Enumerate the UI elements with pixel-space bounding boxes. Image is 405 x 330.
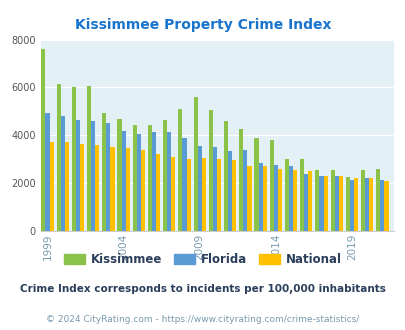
Bar (64, 143, 69, 231)
Bar (349, 180, 353, 231)
Bar (193, 97, 197, 231)
Bar (307, 171, 312, 231)
Bar (163, 120, 167, 231)
Bar (269, 140, 273, 231)
Bar (212, 147, 216, 231)
Bar (284, 159, 288, 231)
Bar (319, 176, 323, 231)
Bar (141, 150, 145, 231)
Bar (299, 159, 303, 231)
Bar (156, 154, 160, 231)
Bar (151, 132, 156, 231)
Bar (288, 166, 292, 231)
Bar (56, 84, 60, 231)
Legend: Kissimmee, Florida, National: Kissimmee, Florida, National (59, 248, 346, 271)
Bar (117, 118, 121, 231)
Bar (360, 170, 364, 231)
Bar (125, 148, 130, 231)
Bar (384, 181, 388, 231)
Bar (273, 165, 277, 231)
Bar (201, 158, 205, 231)
Bar (91, 121, 95, 231)
Bar (379, 180, 384, 231)
Bar (334, 176, 338, 231)
Bar (167, 132, 171, 231)
Bar (239, 129, 243, 231)
Bar (87, 86, 91, 231)
Bar (224, 121, 228, 231)
Bar (182, 138, 186, 231)
Bar (136, 134, 141, 231)
Bar (95, 145, 99, 231)
Text: Crime Index corresponds to incidents per 100,000 inhabitants: Crime Index corresponds to incidents per… (20, 284, 385, 294)
Bar (178, 109, 182, 231)
Bar (228, 151, 232, 231)
Text: Kissimmee Property Crime Index: Kissimmee Property Crime Index (75, 18, 330, 32)
Bar (315, 170, 319, 231)
Bar (132, 124, 136, 231)
Bar (243, 150, 247, 231)
Bar (292, 170, 296, 231)
Bar (41, 49, 45, 231)
Bar (232, 160, 236, 231)
Bar (49, 143, 53, 231)
Bar (106, 123, 110, 231)
Bar (147, 124, 151, 231)
Bar (368, 178, 373, 231)
Bar (254, 138, 258, 231)
Bar (197, 146, 201, 231)
Bar (102, 113, 106, 231)
Text: © 2024 CityRating.com - https://www.cityrating.com/crime-statistics/: © 2024 CityRating.com - https://www.city… (46, 315, 359, 324)
Bar (303, 174, 307, 231)
Bar (323, 176, 327, 231)
Bar (277, 169, 281, 231)
Bar (186, 159, 190, 231)
Bar (76, 120, 80, 231)
Bar (330, 170, 334, 231)
Bar (121, 130, 125, 231)
Bar (60, 116, 64, 231)
Bar (364, 178, 368, 231)
Bar (375, 169, 379, 231)
Bar (353, 178, 357, 231)
Bar (80, 144, 84, 231)
Bar (338, 176, 342, 231)
Bar (208, 110, 212, 231)
Bar (262, 166, 266, 231)
Bar (110, 147, 114, 231)
Bar (247, 166, 251, 231)
Bar (216, 159, 221, 231)
Bar (171, 157, 175, 231)
Bar (72, 87, 76, 231)
Bar (345, 177, 349, 231)
Bar (45, 113, 49, 231)
Bar (258, 163, 262, 231)
